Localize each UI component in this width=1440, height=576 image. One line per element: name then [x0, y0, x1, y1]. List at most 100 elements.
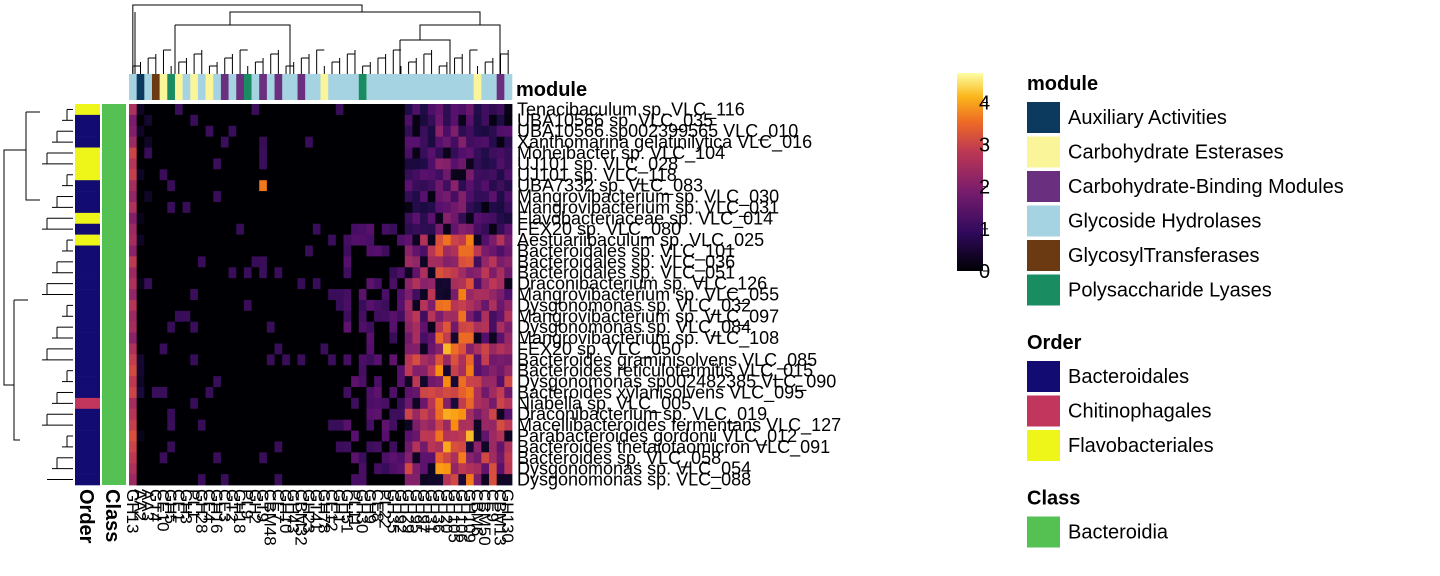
heatmap-cell [435, 180, 443, 191]
heatmap-cell [458, 169, 466, 180]
heatmap-cell [213, 202, 221, 213]
heatmap-cell [458, 463, 466, 474]
heatmap-cell [244, 452, 252, 463]
module-legend-swatch [1027, 102, 1060, 133]
heatmap-cell [374, 235, 382, 246]
heatmap-cell [275, 398, 283, 409]
order-annotation-cell [75, 333, 100, 344]
heatmap-cell [336, 256, 344, 267]
heatmap-cell [152, 191, 160, 202]
heatmap-cell [152, 420, 160, 431]
heatmap-cell [152, 180, 160, 191]
dendrogram-branch [230, 12, 480, 25]
heatmap-cell [481, 311, 489, 322]
heatmap-cell [252, 202, 260, 213]
heatmap-cell [343, 463, 351, 474]
heatmap-cell [298, 246, 306, 257]
heatmap-cell [152, 137, 160, 148]
heatmap-cell [397, 343, 405, 354]
heatmap-cell [275, 213, 283, 224]
heatmap-cell [298, 115, 306, 126]
heatmap-cell [336, 158, 344, 169]
heatmap-cell [466, 224, 474, 235]
heatmap-cell [167, 278, 175, 289]
heatmap-cell [236, 137, 244, 148]
heatmap-cell [259, 191, 267, 202]
heatmap-cell [190, 322, 198, 333]
heatmap-cell [366, 169, 374, 180]
heatmap-cell [397, 126, 405, 137]
heatmap-cell [183, 224, 191, 235]
heatmap-cell [435, 365, 443, 376]
heatmap-cell [497, 104, 505, 115]
heatmap-cell [137, 333, 145, 344]
heatmap-cell [144, 311, 152, 322]
heatmap-cell [137, 137, 145, 148]
heatmap-cell [183, 202, 191, 213]
heatmap-cell [282, 115, 290, 126]
heatmap-cell [259, 148, 267, 159]
heatmap-cell [321, 191, 329, 202]
order-annotation-cell [75, 278, 100, 289]
heatmap-cell [175, 267, 183, 278]
heatmap-cell [129, 398, 137, 409]
heatmap-cell [267, 158, 275, 169]
heatmap-cell [343, 474, 351, 485]
heatmap-cell [259, 278, 267, 289]
heatmap-cell [144, 115, 152, 126]
heatmap-cell [298, 256, 306, 267]
heatmap-cell [144, 441, 152, 452]
heatmap-cell [259, 398, 267, 409]
heatmap-cell [244, 376, 252, 387]
heatmap-cell [412, 256, 420, 267]
heatmap-cell [305, 474, 313, 485]
heatmap-cell [397, 158, 405, 169]
heatmap-cell [458, 300, 466, 311]
order-annotation-cell [75, 202, 100, 213]
heatmap-cell [321, 333, 329, 344]
heatmap-cell [313, 343, 321, 354]
heatmap-cell [275, 267, 283, 278]
heatmap-cell [328, 474, 336, 485]
heatmap-cell [397, 191, 405, 202]
heatmap-cell [504, 104, 512, 115]
heatmap-cell [321, 452, 329, 463]
heatmap-cell [221, 398, 229, 409]
heatmap-cell [389, 246, 397, 257]
heatmap-cell [443, 398, 451, 409]
heatmap-cell [382, 278, 390, 289]
heatmap-cell [504, 256, 512, 267]
module-annotation-cell [229, 74, 237, 100]
heatmap-cell [451, 202, 459, 213]
heatmap-cell [275, 343, 283, 354]
heatmap-cell [144, 202, 152, 213]
heatmap-cell [190, 202, 198, 213]
heatmap-cell [144, 289, 152, 300]
heatmap-cell [252, 333, 260, 344]
heatmap-cell [451, 311, 459, 322]
heatmap-cell [236, 311, 244, 322]
heatmap-cell [366, 474, 374, 485]
heatmap-cell [328, 409, 336, 420]
heatmap-cell [259, 365, 267, 376]
heatmap-cell [343, 289, 351, 300]
heatmap-cell [405, 191, 413, 202]
heatmap-cell [343, 333, 351, 344]
heatmap-cell [298, 148, 306, 159]
heatmap-cell [282, 452, 290, 463]
heatmap-cell [137, 398, 145, 409]
heatmap-cell [167, 420, 175, 431]
heatmap-cell [397, 463, 405, 474]
heatmap-cell [213, 224, 221, 235]
heatmap-cell [382, 333, 390, 344]
heatmap-cell [382, 365, 390, 376]
heatmap-cell [183, 115, 191, 126]
heatmap-cell [489, 343, 497, 354]
heatmap-cell [236, 474, 244, 485]
heatmap-cell [382, 246, 390, 257]
heatmap-cell [359, 278, 367, 289]
heatmap-cell [405, 267, 413, 278]
heatmap-cell [252, 169, 260, 180]
heatmap-cell [244, 398, 252, 409]
heatmap-cell [489, 376, 497, 387]
